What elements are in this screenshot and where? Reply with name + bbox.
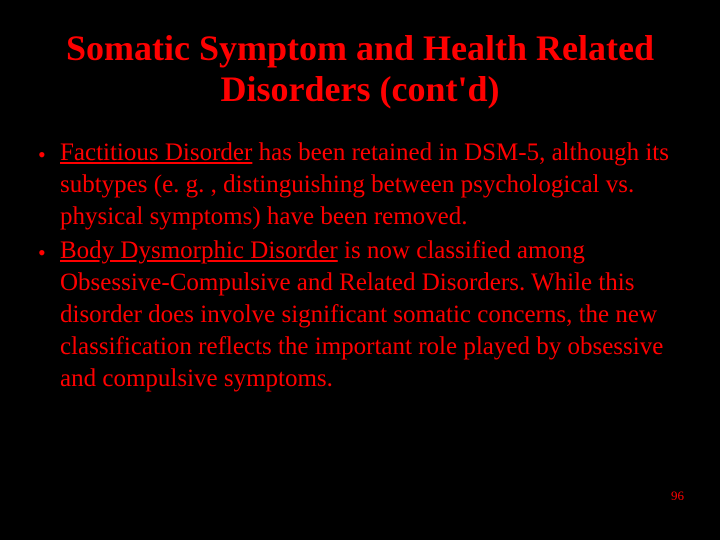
slide-body: Factitious Disorder has been retained in… — [36, 137, 684, 395]
bullet-item: Factitious Disorder has been retained in… — [36, 137, 684, 233]
bullet-text: Factitious Disorder has been retained in… — [60, 137, 684, 233]
slide-title: Somatic Symptom and Health Related Disor… — [40, 28, 680, 111]
bullet-item: Body Dysmorphic Disorder is now classifi… — [36, 235, 684, 395]
bullet-dot-icon — [36, 235, 60, 269]
page-number: 96 — [671, 488, 684, 504]
bullet-text: Body Dysmorphic Disorder is now classifi… — [60, 235, 684, 395]
bullet-dot-icon — [36, 137, 60, 171]
slide: Somatic Symptom and Health Related Disor… — [0, 0, 720, 540]
bullet-lead: Factitious Disorder — [60, 139, 252, 166]
bullet-lead: Body Dysmorphic Disorder — [60, 237, 338, 264]
